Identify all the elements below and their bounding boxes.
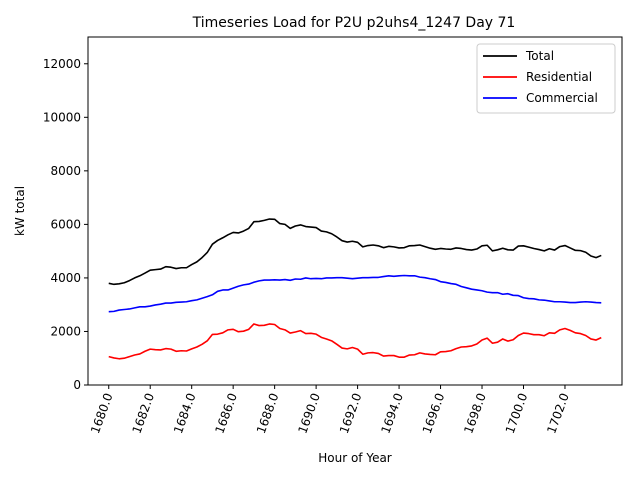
x-tick-label: 1686.0 [212, 391, 240, 435]
y-tick-label: 2000 [50, 324, 81, 338]
y-tick-label: 10000 [43, 110, 81, 124]
legend: Total Residential Commercial [476, 43, 616, 114]
legend-label-total: Total [525, 49, 554, 63]
x-tick-label: 1684.0 [171, 391, 199, 435]
chart-title: Timeseries Load for P2U p2uhs4_1247 Day … [192, 15, 516, 31]
x-tick-label: 1680.0 [88, 391, 116, 435]
legend-label-residential: Residential [526, 70, 592, 84]
x-tick-label: 1702.0 [544, 391, 572, 435]
series-line-commercial [108, 274, 602, 313]
x-tick-label: 1698.0 [461, 391, 489, 435]
y-tick-label: 0 [73, 378, 81, 392]
y-axis-label: kW total [13, 186, 27, 236]
x-tick-label: 1696.0 [420, 391, 448, 435]
legend-box [476, 43, 616, 114]
series-layer [108, 218, 602, 360]
series-line-residential [108, 323, 602, 360]
x-tick-label: 1690.0 [295, 391, 323, 435]
y-tick-label: 12000 [43, 57, 81, 71]
legend-label-commercial: Commercial [526, 91, 598, 105]
y-tick-label: 4000 [50, 271, 81, 285]
y-tick-label: 6000 [50, 217, 81, 231]
x-tick-label: 1688.0 [254, 391, 282, 435]
x-axis-label: Hour of Year [318, 451, 392, 465]
x-tick-label: 1694.0 [378, 391, 406, 435]
x-axis: 1680.0 1682.0 1684.0 1686.0 1688.0 1690.0 1692… [88, 385, 572, 435]
series-line-total [108, 218, 602, 286]
x-tick-label: 1682.0 [130, 391, 158, 435]
x-tick-label: 1700.0 [503, 391, 531, 435]
x-tick-label: 1692.0 [337, 391, 365, 435]
y-tick-label: 8000 [50, 164, 81, 178]
y-axis: 0 2000 4000 6000 8000 10000 12000 [43, 57, 88, 392]
